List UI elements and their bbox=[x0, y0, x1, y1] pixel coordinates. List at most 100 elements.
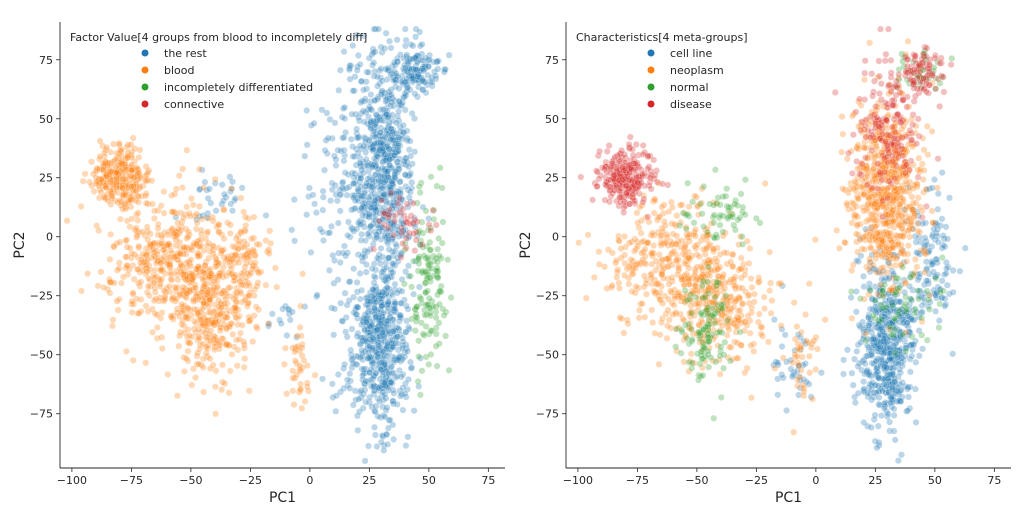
data-point bbox=[194, 220, 200, 226]
data-point bbox=[213, 256, 219, 262]
data-point bbox=[314, 292, 320, 298]
data-point bbox=[310, 192, 316, 198]
data-point bbox=[219, 182, 225, 188]
data-point bbox=[378, 197, 384, 203]
data-point bbox=[946, 195, 952, 201]
data-point bbox=[319, 376, 325, 382]
data-point bbox=[217, 328, 223, 334]
data-point bbox=[396, 108, 402, 114]
data-point bbox=[731, 276, 737, 282]
data-point bbox=[265, 321, 271, 327]
data-point bbox=[385, 114, 391, 120]
data-point bbox=[408, 365, 414, 371]
data-point bbox=[128, 142, 134, 148]
data-point bbox=[179, 308, 185, 314]
data-point bbox=[385, 255, 391, 261]
data-point bbox=[282, 345, 288, 351]
data-point bbox=[855, 142, 861, 148]
data-point bbox=[117, 216, 123, 222]
data-point bbox=[216, 346, 222, 352]
data-point bbox=[433, 315, 439, 321]
data-point bbox=[189, 334, 195, 340]
data-point bbox=[942, 243, 948, 249]
data-point bbox=[931, 226, 937, 232]
data-point bbox=[88, 159, 94, 165]
data-point bbox=[143, 200, 149, 206]
data-point bbox=[159, 345, 165, 351]
data-point bbox=[248, 270, 254, 276]
data-point bbox=[382, 134, 388, 140]
data-point bbox=[177, 239, 183, 245]
data-point bbox=[853, 212, 859, 218]
data-point bbox=[419, 78, 425, 84]
data-point bbox=[379, 330, 385, 336]
data-point bbox=[218, 387, 224, 393]
data-point bbox=[866, 256, 872, 262]
data-point bbox=[896, 366, 902, 372]
data-point bbox=[618, 316, 624, 322]
data-point bbox=[196, 166, 202, 172]
data-point bbox=[403, 92, 409, 98]
data-point bbox=[852, 399, 858, 405]
data-point bbox=[378, 321, 384, 327]
data-point bbox=[247, 253, 253, 259]
data-point bbox=[344, 232, 350, 238]
data-point bbox=[367, 298, 373, 304]
data-point bbox=[379, 359, 385, 365]
data-point bbox=[181, 368, 187, 374]
data-point bbox=[267, 228, 273, 234]
data-point bbox=[745, 293, 751, 299]
data-point bbox=[737, 266, 743, 272]
data-point bbox=[659, 204, 665, 210]
data-point bbox=[391, 390, 397, 396]
data-point bbox=[950, 351, 956, 357]
data-point bbox=[944, 282, 950, 288]
data-point bbox=[359, 335, 365, 341]
data-point bbox=[940, 232, 946, 238]
data-point bbox=[135, 217, 141, 223]
data-point bbox=[874, 445, 880, 451]
data-point bbox=[922, 235, 928, 241]
data-point bbox=[350, 194, 356, 200]
data-point bbox=[382, 391, 388, 397]
data-point bbox=[196, 335, 202, 341]
data-point bbox=[440, 219, 446, 225]
data-point bbox=[382, 151, 388, 157]
y-axis-title: PC2 bbox=[12, 231, 28, 258]
data-point bbox=[371, 305, 377, 311]
data-point bbox=[125, 153, 131, 159]
data-point bbox=[762, 180, 768, 186]
data-point bbox=[341, 243, 347, 249]
data-point bbox=[369, 265, 375, 271]
data-point bbox=[719, 274, 725, 280]
data-point bbox=[337, 67, 343, 73]
data-point bbox=[596, 249, 602, 255]
data-point bbox=[396, 195, 402, 201]
data-point bbox=[344, 334, 350, 340]
data-point bbox=[416, 353, 422, 359]
data-point bbox=[334, 198, 340, 204]
data-point bbox=[184, 147, 190, 153]
data-point bbox=[327, 116, 333, 122]
data-point bbox=[333, 393, 339, 399]
y-tick-label: 25 bbox=[39, 172, 53, 185]
data-point bbox=[657, 332, 663, 338]
data-point bbox=[184, 204, 190, 210]
data-point bbox=[169, 209, 175, 215]
data-point bbox=[636, 315, 642, 321]
data-point bbox=[370, 287, 376, 293]
data-point bbox=[433, 343, 439, 349]
data-point bbox=[98, 269, 104, 275]
data-point bbox=[401, 281, 407, 287]
data-point bbox=[914, 264, 920, 270]
data-point bbox=[168, 271, 174, 277]
data-point bbox=[184, 291, 190, 297]
data-point bbox=[696, 300, 702, 306]
data-point bbox=[134, 232, 140, 238]
data-point bbox=[361, 190, 367, 196]
data-point bbox=[726, 327, 732, 333]
x-tick-label: −25 bbox=[239, 474, 262, 487]
data-point bbox=[410, 43, 416, 49]
data-point bbox=[427, 313, 433, 319]
data-point bbox=[304, 380, 310, 386]
